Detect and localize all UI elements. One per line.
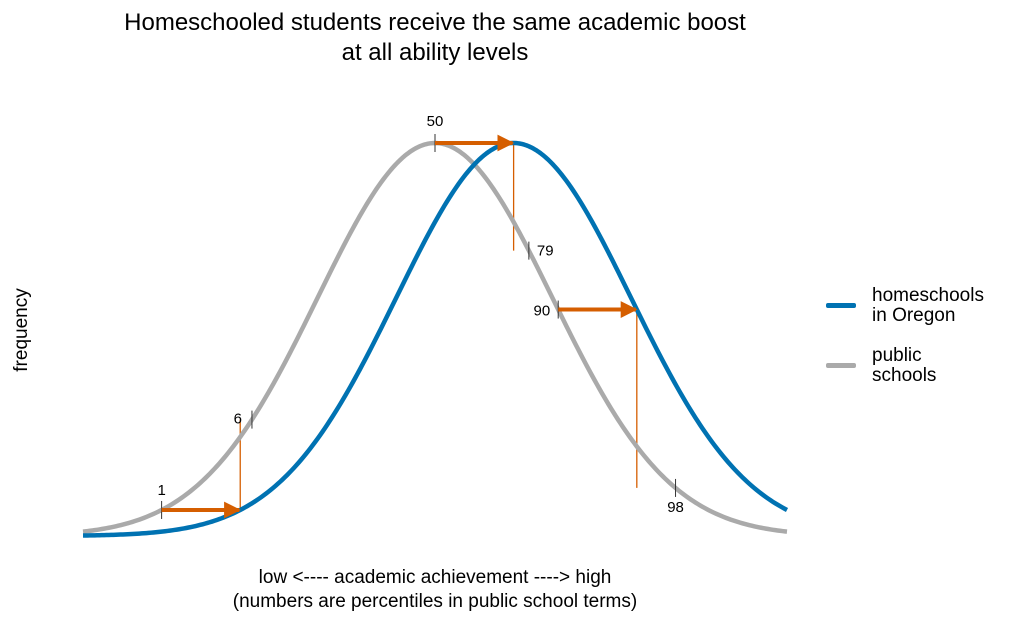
- x-axis-label: low <---- academic achievement ----> hig…: [85, 566, 785, 614]
- legend-label-public-line-2: schools: [872, 365, 937, 386]
- x-axis-label-line-1: low <---- academic achievement ----> hig…: [258, 567, 612, 588]
- legend-label-public: public schools: [872, 346, 936, 386]
- percentile-ticks: [161, 134, 677, 519]
- density-curves: [82, 140, 789, 538]
- chart-title-line-2: at all ability levels: [341, 39, 529, 66]
- legend-item-public: public schools: [826, 346, 1016, 406]
- percentile-label-79: 79: [537, 243, 554, 260]
- chart-title: Homeschooled students receive the same a…: [0, 8, 870, 68]
- x-axis-label-line-2: (numbers are percentiles in public schoo…: [232, 591, 638, 612]
- legend-label-homeschools: homeschools in Oregon: [872, 286, 984, 326]
- percentile-label-50: 50: [427, 113, 444, 130]
- public-curve: [82, 140, 788, 534]
- legend-label-homeschools-line-1: homeschools: [872, 285, 984, 306]
- legend-item-homeschools: homeschools in Oregon: [826, 286, 1016, 346]
- legend-swatch-homeschools: [826, 303, 856, 308]
- legend: homeschools in Oregon public schools: [826, 286, 1016, 406]
- legend-label-homeschools-line-2: in Oregon: [872, 305, 956, 326]
- percentile-label-6: 6: [234, 411, 242, 428]
- percentile-label-90: 90: [534, 303, 551, 320]
- percentile-labels: 1 6 50 79 90 98: [157, 113, 683, 516]
- legend-label-public-line-1: public: [872, 345, 922, 366]
- legend-swatch-public: [826, 363, 856, 368]
- shift-arrows: [161, 134, 638, 519]
- percentile-label-1: 1: [157, 482, 165, 499]
- percentile-label-98: 98: [667, 499, 684, 516]
- chart-title-line-1: Homeschooled students receive the same a…: [124, 9, 746, 36]
- homeschool-curve: [82, 140, 789, 538]
